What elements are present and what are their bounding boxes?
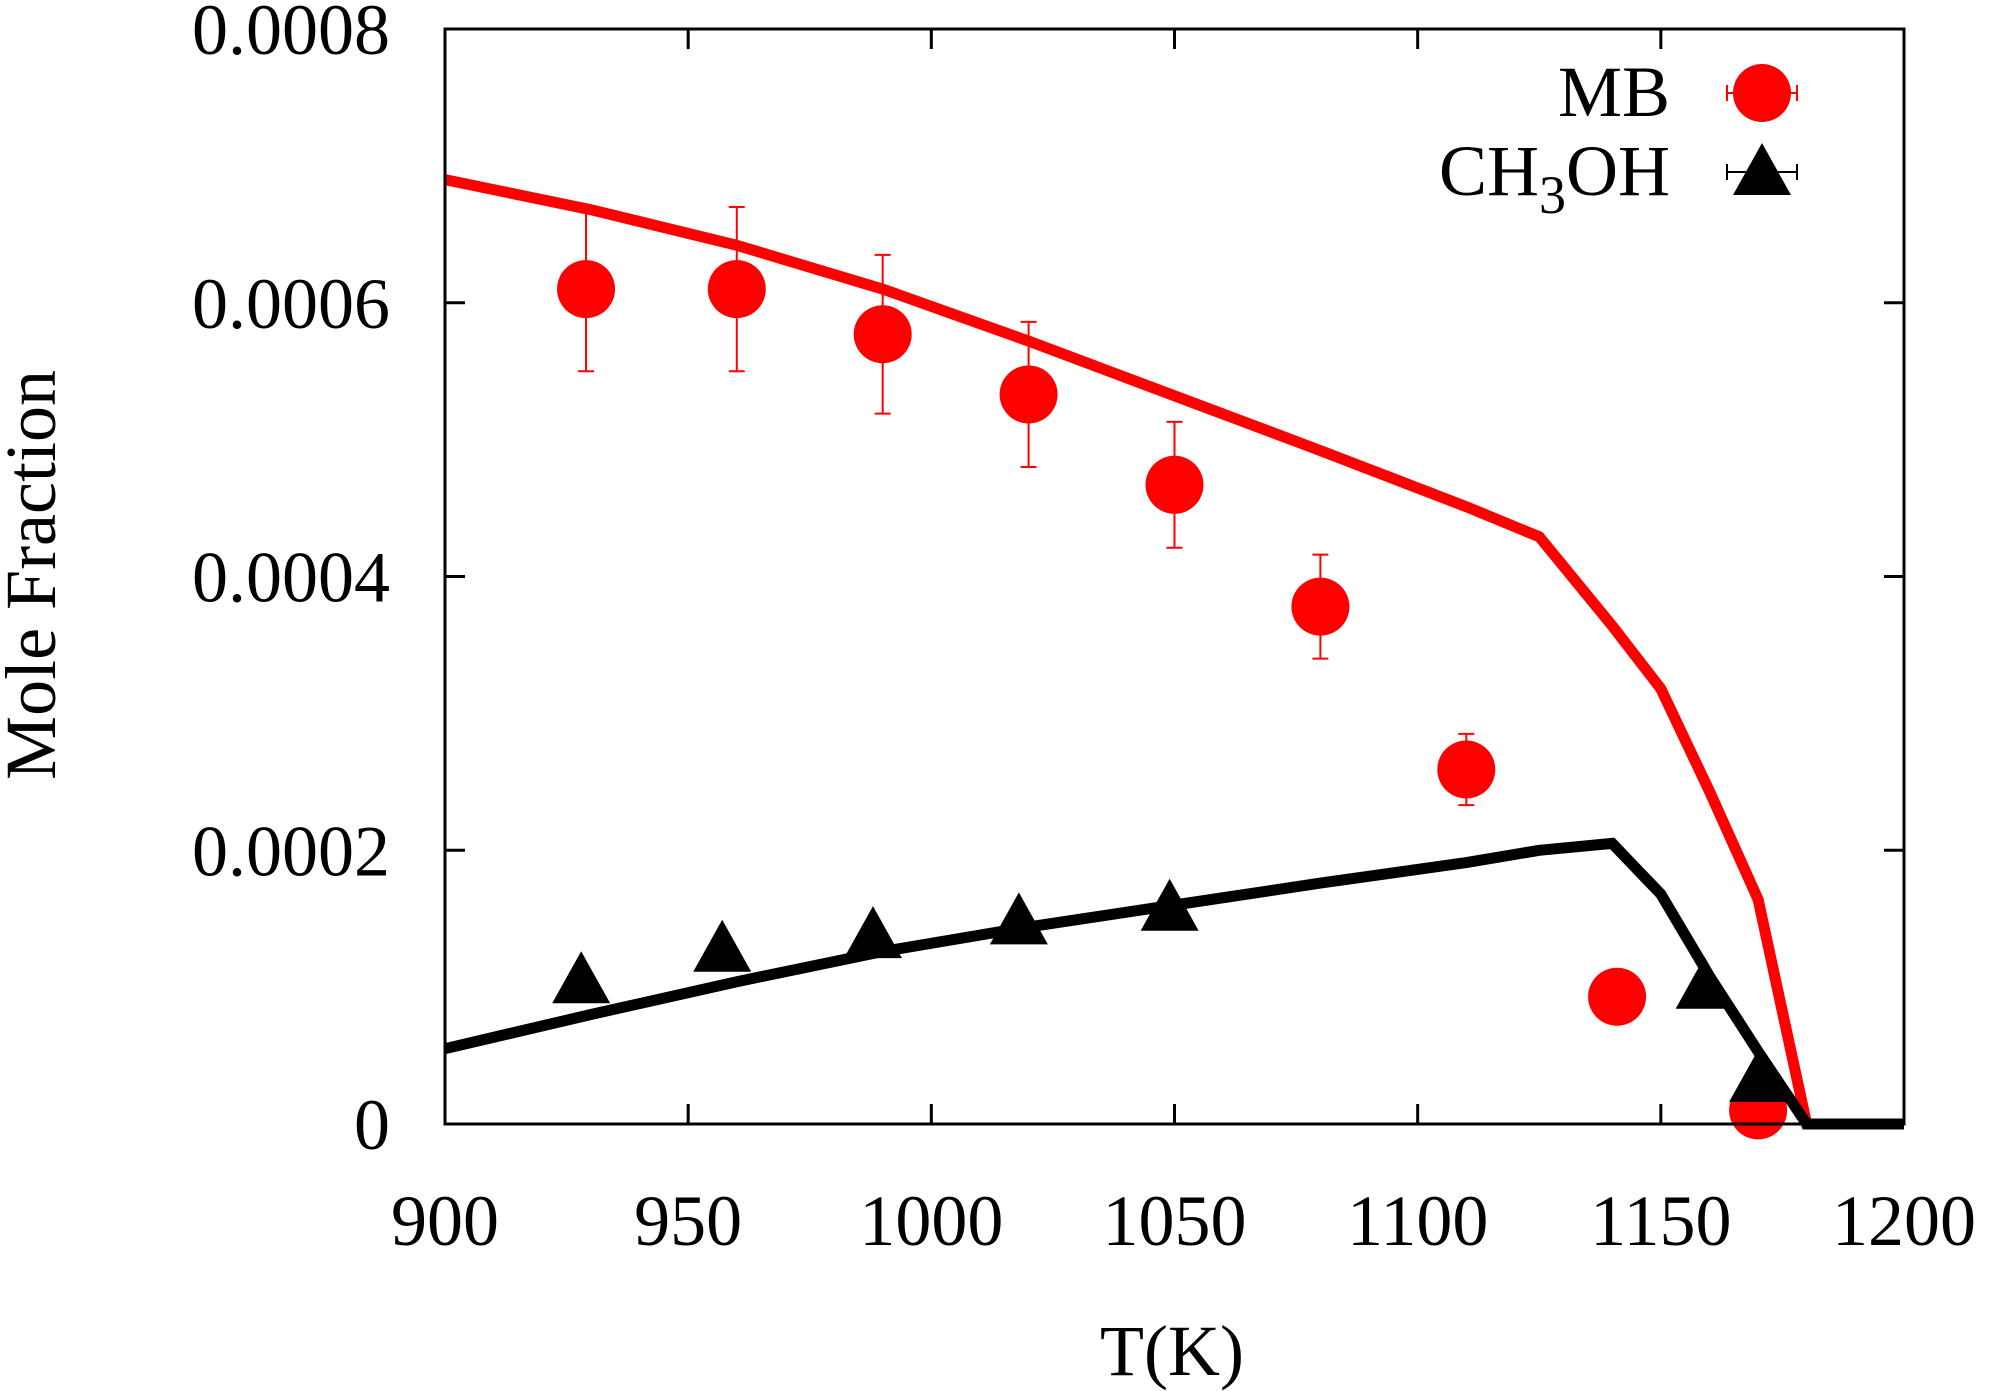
data-point-circle [999,365,1058,424]
y-tick-label: 0 [354,1085,390,1165]
y-tick-labels: 0 0.0002 0.0004 0.0006 0.0008 [192,0,390,1165]
legend-marker-circle [1733,64,1791,122]
x-tick-label: 1200 [1832,1181,1976,1261]
data-point-triangle [1140,878,1199,931]
data-point-circle [707,260,766,319]
data-point-triangle [843,906,902,959]
y-axis-label: Mole Fraction [0,370,71,780]
y-tick-label: 0.0004 [192,538,390,618]
data-point-triangle [1675,956,1734,1009]
data-point-circle [1291,577,1350,636]
x-tick-label: 1000 [859,1181,1003,1261]
data-point-triangle [1729,1049,1788,1102]
axis-ticks [443,27,1906,1126]
data-point-triangle [552,951,611,1004]
data-point-circle [1588,967,1647,1026]
data-point-circle [557,260,616,319]
x-axis-label: T(K) [1100,1311,1244,1391]
data-point-triangle [693,919,752,972]
x-tick-labels: 900 950 1000 1050 1100 1150 1200 [391,1181,1976,1261]
data-markers [552,260,1788,1140]
model-lines [443,174,1904,1130]
model-line-1 [443,837,1904,1130]
x-tick-label: 1150 [1590,1181,1731,1261]
legend-label-0: MB [1558,52,1670,132]
y-tick-label: 0.0006 [192,264,390,344]
x-tick-label: 900 [391,1181,499,1261]
x-tick-label: 950 [634,1181,742,1261]
data-point-circle [1145,455,1204,514]
data-point-circle [1437,740,1496,799]
legend-label-1: CH3OH [1439,131,1670,225]
legend-marker-triangle [1733,143,1791,195]
data-point-triangle [989,892,1048,945]
y-tick-label: 0.0002 [192,811,390,891]
data-point-circle [853,305,912,364]
plot-frame [443,27,1906,1126]
y-tick-label: 0.0008 [192,0,390,70]
x-tick-label: 1100 [1347,1181,1488,1261]
model-line-0 [443,174,1904,1130]
x-tick-label: 1050 [1103,1181,1247,1261]
